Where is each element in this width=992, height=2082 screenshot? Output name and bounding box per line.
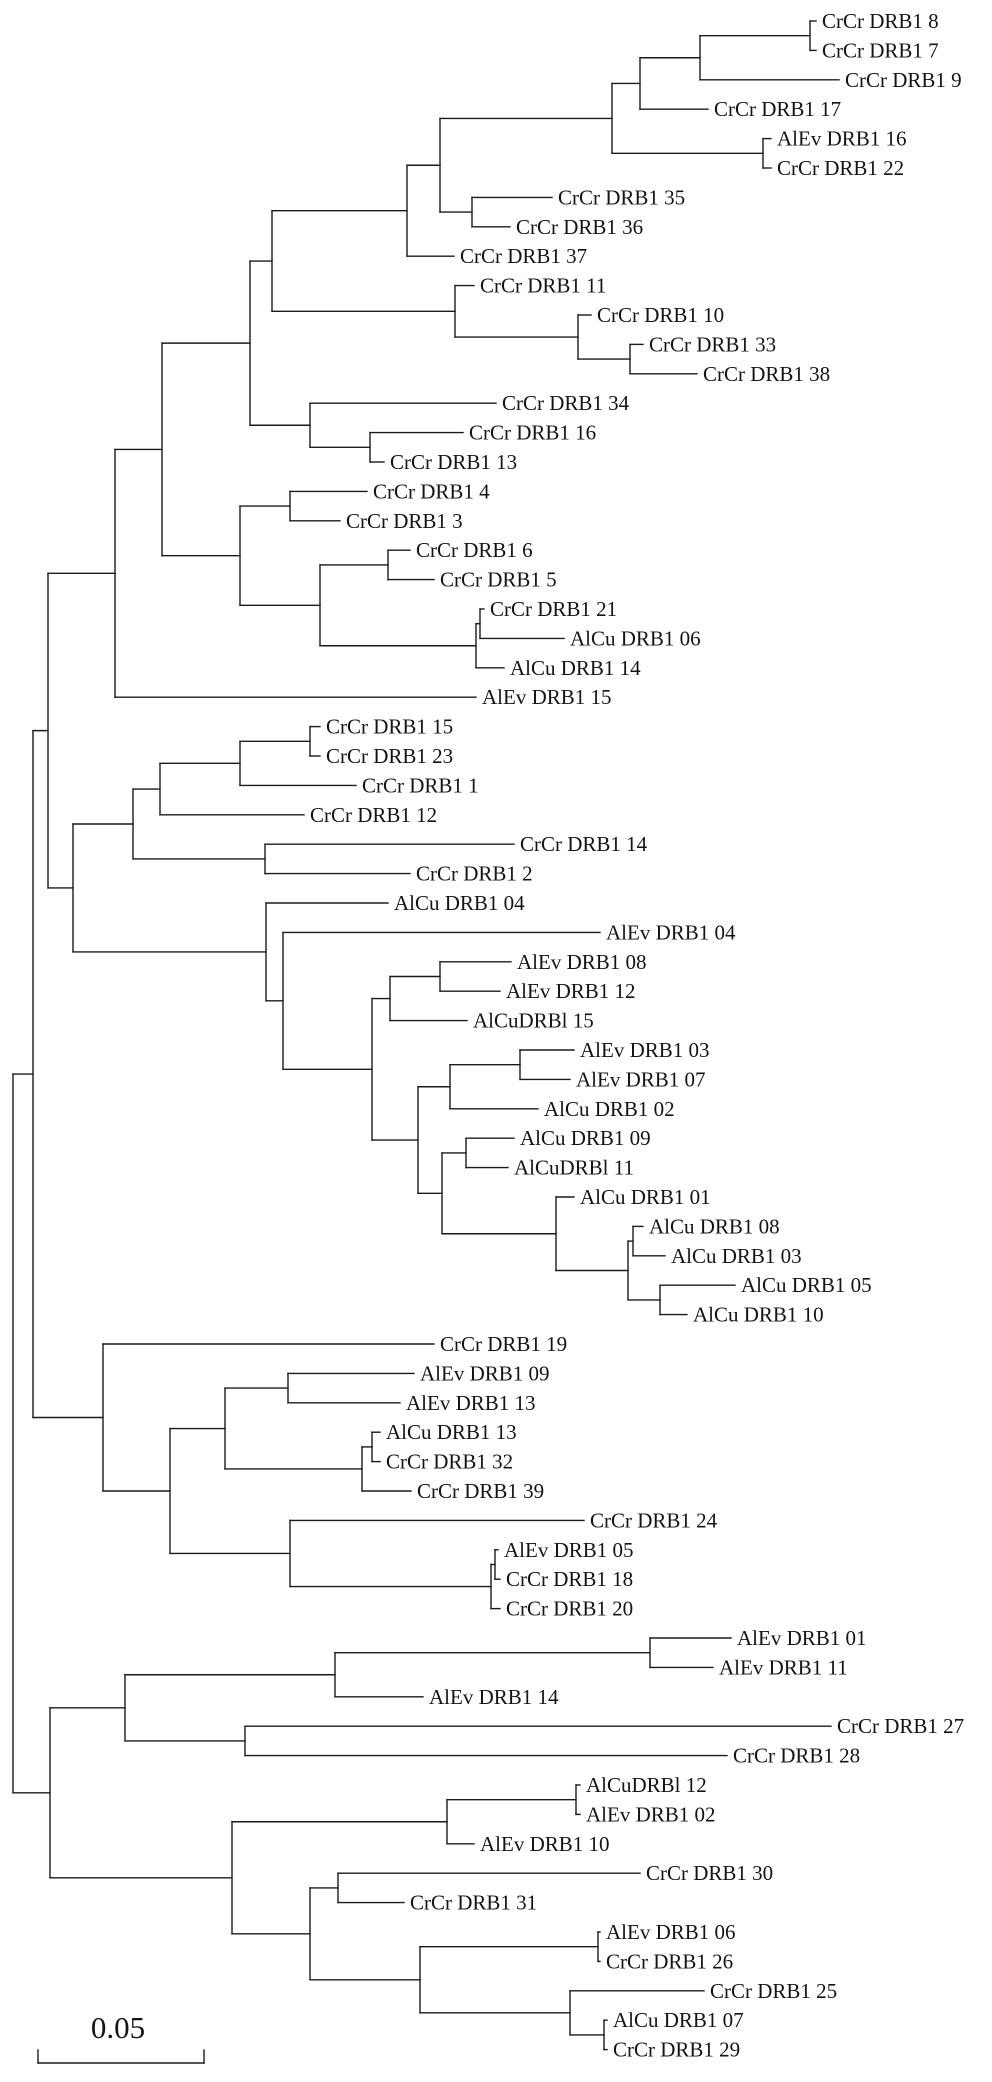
taxon-label: CrCr DRB1 1 [362, 773, 479, 797]
taxon-label: AlCuDRBl 12 [586, 1773, 707, 1797]
taxon-label: AlEv DRB1 15 [482, 685, 612, 709]
taxon-label: AlCu DRB1 05 [741, 1273, 872, 1297]
taxon-label: AlEv DRB1 10 [480, 1832, 610, 1856]
taxon-label: AlEv DRB1 07 [576, 1067, 706, 1091]
taxon-label: AlCu DRB1 14 [510, 656, 641, 680]
taxon-label: AlEv DRB1 11 [719, 1655, 848, 1679]
taxon-label: CrCr DRB1 33 [649, 332, 776, 356]
taxon-label: CrCr DRB1 30 [646, 1861, 773, 1885]
taxon-label: AlEv DRB1 06 [606, 1920, 736, 1944]
taxon-label: AlCuDRBl 11 [514, 1156, 634, 1180]
taxon-label: CrCr DRB1 37 [460, 244, 587, 268]
taxon-label: CrCr DRB1 22 [777, 156, 904, 180]
taxon-label: AlCu DRB1 04 [394, 891, 525, 915]
taxon-label: CrCr DRB1 4 [373, 479, 490, 503]
taxon-label: CrCr DRB1 18 [506, 1567, 633, 1591]
taxon-label: CrCr DRB1 2 [416, 862, 533, 886]
taxon-label: CrCr DRB1 32 [386, 1450, 513, 1474]
taxon-label: CrCr DRB1 5 [440, 568, 557, 592]
taxon-label: CrCr DRB1 21 [490, 597, 617, 621]
taxon-label: AlCu DRB1 09 [520, 1126, 651, 1150]
taxon-label: CrCr DRB1 31 [410, 1891, 537, 1915]
taxon-label: CrCr DRB1 39 [417, 1479, 544, 1503]
taxon-label: AlEv DRB1 16 [777, 127, 907, 151]
taxon-label: AlEv DRB1 12 [506, 979, 636, 1003]
taxon-label: CrCr DRB1 35 [558, 185, 685, 209]
taxon-label: CrCr DRB1 25 [710, 1979, 837, 2003]
taxon-label: CrCr DRB1 38 [703, 362, 830, 386]
taxon-label: CrCr DRB1 10 [597, 303, 724, 327]
taxon-label: CrCr DRB1 27 [837, 1714, 964, 1738]
taxon-label: AlCu DRB1 07 [613, 2008, 744, 2032]
taxon-label: CrCr DRB1 29 [613, 2038, 740, 2062]
taxon-label: CrCr DRB1 13 [390, 450, 517, 474]
taxon-label: AlCu DRB1 06 [570, 626, 701, 650]
taxon-label: CrCr DRB1 6 [416, 538, 533, 562]
taxon-label: AlCu DRB1 10 [693, 1303, 824, 1327]
taxon-label: AlEv DRB1 02 [586, 1802, 716, 1826]
taxon-label: CrCr DRB1 9 [845, 68, 962, 92]
taxon-label: AlCu DRB1 03 [671, 1244, 802, 1268]
taxon-label: CrCr DRB1 11 [480, 274, 606, 298]
taxon-label: AlCu DRB1 01 [580, 1185, 711, 1209]
taxon-label: AlEv DRB1 03 [580, 1038, 710, 1062]
taxon-label: CrCr DRB1 3 [346, 509, 463, 533]
taxon-label: CrCr DRB1 12 [310, 803, 437, 827]
taxon-label: CrCr DRB1 8 [822, 9, 939, 33]
taxon-label: AlCu DRB1 02 [544, 1097, 675, 1121]
scale-bar-label: 0.05 [91, 2010, 145, 2045]
taxon-label: CrCr DRB1 34 [502, 391, 630, 415]
taxon-label: CrCr DRB1 15 [326, 715, 453, 739]
taxon-label: CrCr DRB1 26 [606, 1949, 733, 1973]
taxon-label: CrCr DRB1 14 [520, 832, 648, 856]
taxon-label: AlEv DRB1 04 [606, 920, 736, 944]
taxon-label: AlEv DRB1 01 [737, 1626, 867, 1650]
taxon-label: CrCr DRB1 16 [469, 421, 596, 445]
taxon-label: CrCr DRB1 17 [714, 97, 841, 121]
taxon-label: CrCr DRB1 36 [516, 215, 643, 239]
taxon-label: AlEv DRB1 09 [420, 1361, 550, 1385]
taxon-label: AlEv DRB1 08 [517, 950, 647, 974]
taxon-label: CrCr DRB1 7 [822, 38, 939, 62]
taxon-label: CrCr DRB1 20 [506, 1597, 633, 1621]
taxon-label: AlEv DRB1 13 [406, 1391, 536, 1415]
taxon-label: CrCr DRB1 24 [590, 1508, 718, 1532]
taxon-label: AlEv DRB1 14 [429, 1685, 559, 1709]
taxon-label: CrCr DRB1 23 [326, 744, 453, 768]
taxon-label: AlEv DRB1 05 [504, 1538, 634, 1562]
taxon-label: AlCu DRB1 08 [649, 1214, 780, 1238]
taxon-label: AlCu DRB1 13 [386, 1420, 517, 1444]
taxon-label: CrCr DRB1 28 [733, 1744, 860, 1768]
taxon-label: CrCr DRB1 19 [440, 1332, 567, 1356]
taxon-label: AlCuDRBl 15 [473, 1009, 594, 1033]
